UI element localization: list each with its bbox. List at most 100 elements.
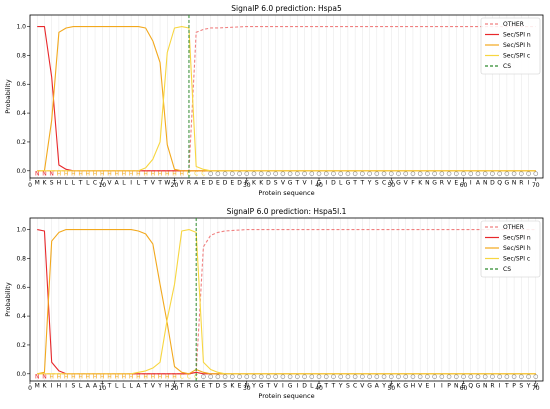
region-label-other [230, 374, 235, 379]
sequence-letter: T [323, 383, 328, 390]
sequence-letter: M [35, 383, 40, 390]
x-tick-label: 10 [98, 182, 106, 189]
region-label-other [432, 171, 437, 176]
region-label-other [453, 171, 459, 176]
y-tick-label: 0.6 [16, 81, 26, 88]
region-label-other [338, 374, 343, 379]
region-label: H [136, 171, 141, 178]
legend: OTHER Sec/SPI n Sec/SPI h Sec/SPI c CS [480, 17, 541, 75]
chart-hspa5l1: SignalP 6.0 prediction: Hspa5l.1 0.0 0.2 0.… [4, 207, 544, 400]
sequence-letter: E [202, 180, 206, 187]
region-label: H [172, 171, 177, 178]
region-label-other [453, 374, 459, 379]
region-label-other [439, 374, 445, 379]
sequence-letter: V [151, 383, 156, 390]
sequence-letter: G [317, 383, 322, 390]
sequence-letter: P [447, 383, 451, 390]
sequence-letter: G [476, 383, 481, 390]
sequence-letter: H [165, 383, 170, 390]
sequence-letter: K [230, 383, 235, 390]
sequence-letter: T [143, 180, 148, 187]
sequence-letter: E [216, 180, 220, 187]
sequence-letter: T [78, 180, 83, 187]
region-label-other [237, 171, 242, 176]
region-label-other [208, 171, 213, 176]
sequence-letter: M [35, 180, 40, 187]
region-label: H [122, 374, 127, 381]
region-label-other [323, 374, 329, 379]
region-label-other [302, 374, 307, 379]
x-tick-label: 70 [532, 182, 540, 189]
region-label-other [302, 171, 307, 176]
region-label-other [388, 171, 394, 176]
region-label-other [287, 171, 293, 176]
y-tick-label: 0.2 [16, 139, 26, 146]
sequence-letter: T [266, 383, 271, 390]
sequence-letter: V [418, 383, 423, 390]
region-label-other [295, 374, 300, 379]
sequence-letter: S [519, 383, 523, 390]
sequence-letter: H [411, 383, 416, 390]
region-label-other [396, 171, 401, 176]
x-tick-label: 40 [315, 182, 323, 189]
region-label: H [71, 374, 76, 381]
region-label: H [86, 171, 91, 178]
legend-label: OTHER [503, 224, 524, 231]
region-label-other [396, 374, 401, 379]
series-line-h [37, 228, 536, 375]
y-tick-label: 0.4 [16, 313, 26, 320]
sequence-letter: R [490, 383, 494, 390]
sequence-letter: K [42, 383, 47, 390]
region-label: H [93, 374, 98, 381]
region-label-other [403, 171, 409, 176]
y-tick-label: 0.0 [16, 371, 26, 378]
sequence-letter: L [72, 180, 76, 187]
region-label: H [158, 374, 163, 381]
region-label-other [244, 171, 250, 176]
region-label-other [511, 374, 517, 379]
x-axis-label: Protein sequence [258, 189, 314, 197]
chart-title: SignalP 6.0 prediction: Hspa5l.1 [227, 207, 347, 216]
sequence-letter: T [172, 180, 177, 187]
sequence-letter: D [216, 383, 221, 390]
sequence-letter: K [418, 180, 423, 187]
legend: OTHER Sec/SPI n Sec/SPI h Sec/SPI c CS [480, 220, 541, 278]
region-label-other [309, 171, 315, 176]
region-label-other [410, 374, 416, 379]
region-label-other [345, 374, 351, 379]
region-label-other [490, 171, 495, 176]
region-label-other [208, 374, 213, 379]
x-tick-label: 70 [532, 385, 540, 392]
region-label-other [295, 171, 300, 176]
sequence-letter: V [389, 180, 394, 187]
region-label-other [490, 374, 495, 379]
region-label: N [42, 171, 47, 178]
sequence-letter: T [504, 383, 509, 390]
region-label: H [151, 171, 156, 178]
region-label: H [93, 171, 98, 178]
region-label-other [446, 171, 452, 176]
sequence-letter: D [331, 180, 336, 187]
y-tick-label: 0.8 [16, 255, 26, 262]
x-tick-label: 50 [387, 182, 395, 189]
sequence-letter: G [317, 180, 322, 187]
sequence-letter: N [454, 383, 459, 390]
region-label: N [35, 171, 40, 178]
sequence-letter: G [367, 383, 372, 390]
region-label-other [258, 374, 264, 379]
region-label-other [222, 171, 228, 176]
sequence-letter: S [50, 180, 54, 187]
sequence-letter: T [157, 180, 162, 187]
region-label-other [432, 374, 437, 379]
x-tick-label: 10 [98, 385, 106, 392]
sequence-letter: V [151, 180, 156, 187]
sequence-letter: Y [367, 180, 372, 187]
region-label-other [352, 171, 358, 176]
region-label: H [158, 171, 163, 178]
sequence-letter: T [99, 383, 104, 390]
sequence-letter: A [136, 383, 141, 390]
region-label-other [425, 374, 430, 379]
sequence-letter: Q [468, 383, 473, 390]
region-label: H [57, 171, 62, 178]
sequence-letter: V [303, 180, 308, 187]
